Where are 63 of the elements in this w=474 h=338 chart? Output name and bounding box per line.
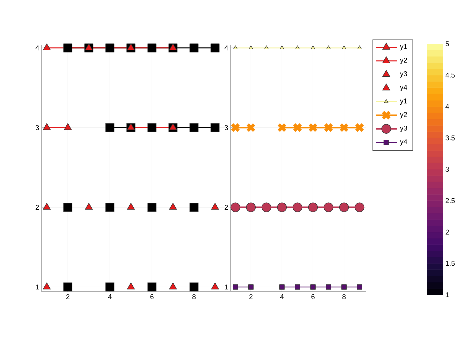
point bbox=[43, 44, 51, 51]
point bbox=[169, 203, 178, 210]
point bbox=[43, 123, 51, 130]
point bbox=[324, 202, 334, 212]
point bbox=[292, 202, 303, 212]
point bbox=[211, 203, 220, 210]
point bbox=[190, 44, 199, 53]
point bbox=[262, 202, 272, 212]
point bbox=[106, 44, 115, 53]
point bbox=[127, 203, 136, 210]
point bbox=[230, 123, 240, 133]
point bbox=[342, 46, 346, 50]
point bbox=[211, 282, 220, 290]
point bbox=[296, 46, 300, 50]
point bbox=[64, 282, 73, 292]
point bbox=[64, 44, 73, 53]
point bbox=[246, 123, 256, 133]
point bbox=[277, 123, 287, 133]
point bbox=[277, 202, 288, 212]
point bbox=[230, 202, 241, 212]
point bbox=[148, 203, 157, 212]
point bbox=[233, 284, 238, 290]
point bbox=[308, 123, 318, 133]
point bbox=[106, 203, 115, 212]
point bbox=[190, 282, 199, 292]
point bbox=[342, 284, 347, 290]
point bbox=[234, 46, 238, 50]
point bbox=[148, 44, 157, 53]
point bbox=[354, 202, 365, 212]
point bbox=[106, 123, 115, 132]
point bbox=[280, 284, 285, 290]
point bbox=[210, 44, 220, 53]
point bbox=[311, 46, 316, 50]
point bbox=[169, 282, 178, 290]
point bbox=[190, 203, 199, 212]
point bbox=[295, 284, 300, 290]
point bbox=[127, 282, 136, 290]
point bbox=[326, 46, 331, 50]
point bbox=[64, 123, 72, 130]
point bbox=[248, 284, 254, 290]
point bbox=[43, 282, 51, 290]
point bbox=[358, 46, 362, 50]
point bbox=[292, 123, 303, 133]
point bbox=[357, 284, 362, 290]
point bbox=[280, 46, 284, 50]
point bbox=[148, 123, 157, 132]
point bbox=[210, 123, 220, 132]
point bbox=[246, 202, 256, 212]
point bbox=[85, 203, 93, 210]
point bbox=[264, 46, 269, 50]
point bbox=[106, 282, 115, 292]
point bbox=[324, 123, 334, 133]
point bbox=[148, 282, 157, 292]
point bbox=[355, 123, 365, 133]
point bbox=[249, 46, 254, 50]
point bbox=[43, 203, 51, 210]
point bbox=[326, 284, 332, 290]
point bbox=[64, 203, 73, 212]
point bbox=[339, 202, 350, 212]
point bbox=[190, 123, 199, 132]
point bbox=[308, 202, 318, 212]
point bbox=[310, 284, 316, 290]
point bbox=[339, 123, 350, 133]
